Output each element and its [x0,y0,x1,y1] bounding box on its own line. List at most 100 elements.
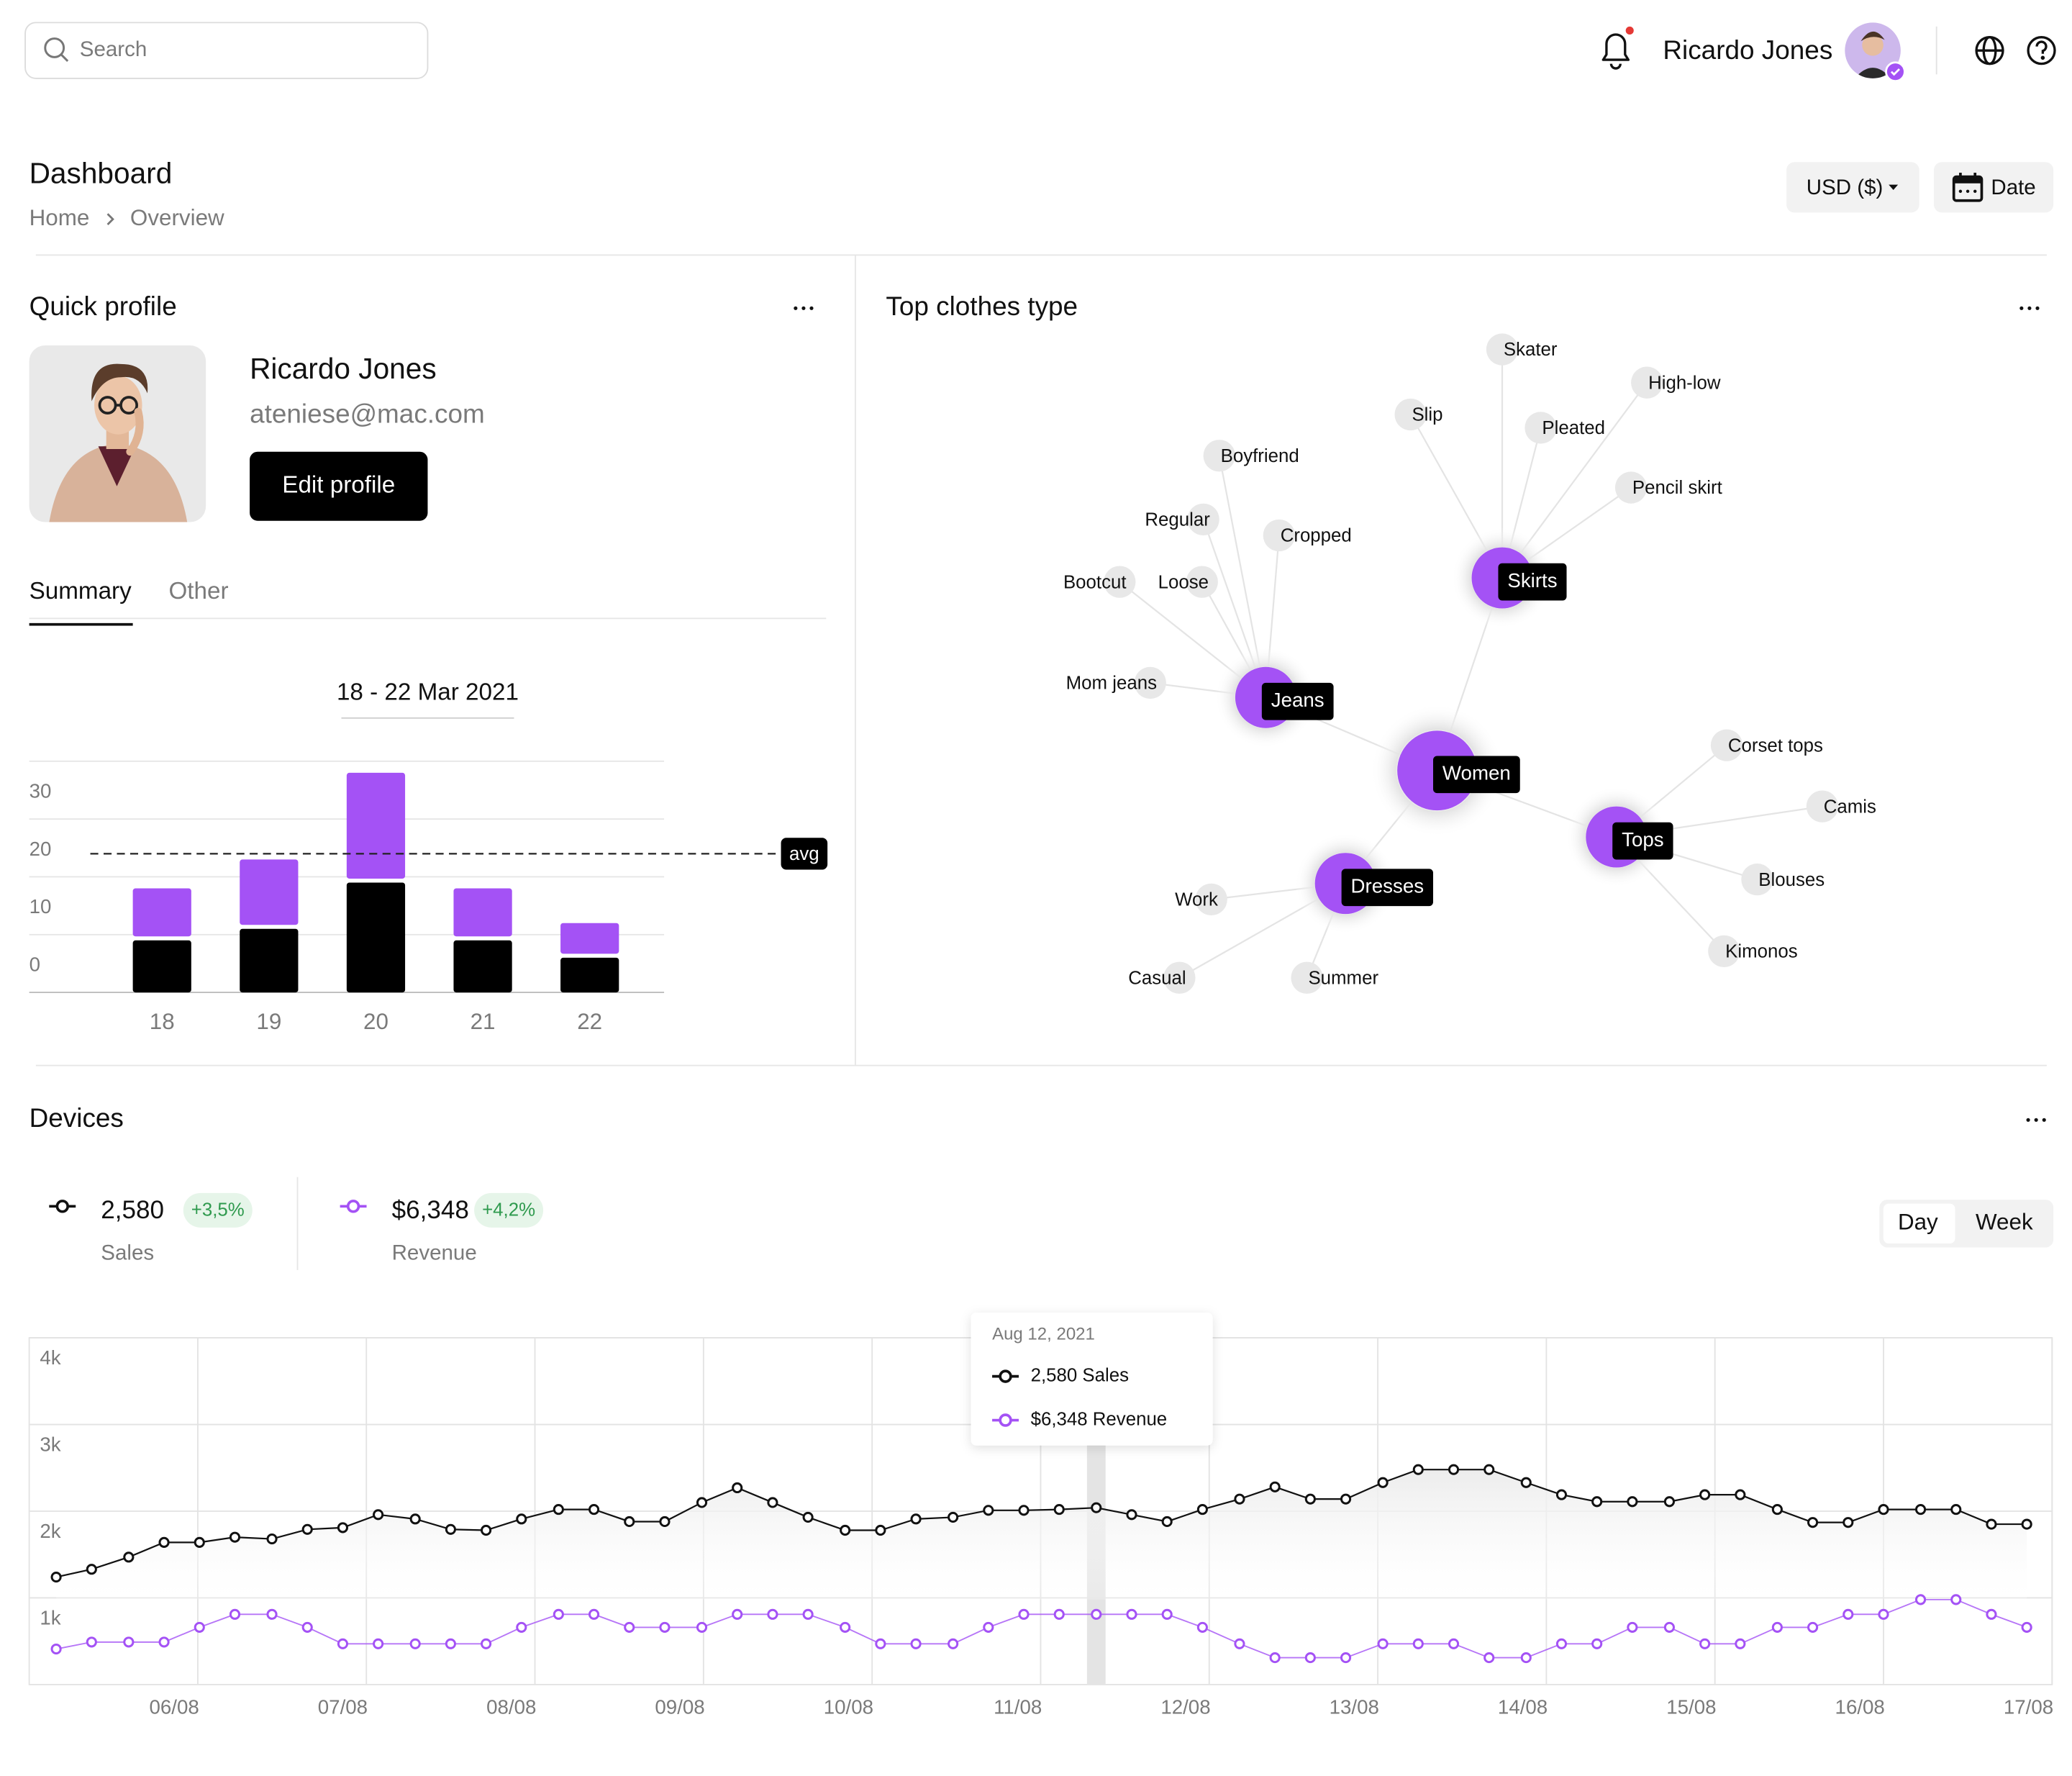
leaf-label: Cropped [1281,526,1352,546]
date-button[interactable]: Date [1934,162,2054,213]
data-point [1340,1652,1352,1664]
help-icon[interactable] [2027,36,2056,65]
data-point [409,1513,421,1525]
data-point [1304,1652,1316,1664]
leaf-node [1710,729,1743,761]
data-point [948,1638,959,1649]
breadcrumb-item: Overview [130,205,224,230]
leaf-node [1187,503,1219,536]
data-point [1520,1477,1532,1488]
notifications-icon[interactable] [1601,26,1634,70]
data-point [1807,1621,1819,1633]
leaf-label: Pencil skirt [1632,478,1722,498]
data-point [732,1482,743,1494]
leaf-node [1134,666,1166,699]
tab[interactable]: Summary [29,578,132,604]
series-area [56,1469,2027,1600]
node-label: Dresses [1351,875,1424,897]
data-point [1735,1638,1746,1649]
toggle-option[interactable]: Day [1898,1210,1938,1235]
data-point [1269,1481,1281,1492]
date-range[interactable]: 18 - 22 Mar 2021 [337,679,519,705]
data-point [588,1504,600,1516]
node-label-box [1498,563,1567,601]
leaf-label: Work [1175,890,1218,910]
breadcrumb-item[interactable]: Home [29,205,90,230]
toggle-option[interactable]: Week [1976,1210,2033,1235]
y-tick-label: 1k [40,1606,60,1628]
leaf-node [1195,883,1227,916]
metric-value: 2,580 [101,1196,164,1224]
edit-profile-button[interactable]: Edit profile [250,451,428,521]
data-point [767,1497,778,1508]
tab[interactable]: Other [168,578,228,604]
tooltip-date: Aug 12, 2021 [992,1325,1095,1344]
average-label: avg [789,844,819,864]
data-point [1627,1621,1638,1633]
data-point [910,1638,922,1649]
data-point [983,1621,994,1633]
leaf-node [1291,961,1323,994]
x-tick-label: 07/08 [318,1695,368,1718]
tab-indicator [29,622,133,626]
x-tick-label: 22 [577,1009,602,1034]
data-point [624,1516,635,1528]
x-tick-label: 15/08 [1666,1695,1716,1718]
more-menu[interactable] [2019,306,2040,310]
metric-value: $6,348 [392,1196,469,1224]
more-menu[interactable] [2026,1118,2046,1122]
leaf-node [1104,566,1136,598]
data-point [588,1608,600,1620]
metric-change: +4,2% [482,1200,535,1220]
leaf-label: Camis [1824,797,1876,817]
data-point [1591,1638,1603,1649]
data-point [1520,1652,1532,1664]
node-label: Tops [1622,828,1663,851]
data-point [1807,1517,1819,1528]
metric-change: +3,5% [191,1200,245,1220]
x-tick-label: 06/08 [149,1695,199,1718]
data-point [1986,1608,1997,1620]
user-avatar[interactable] [1845,22,1906,83]
x-tick-label: 09/08 [655,1695,704,1718]
data-point [1555,1489,1568,1500]
data-point [1663,1496,1675,1508]
legend-dot [999,1369,1012,1383]
currency-button[interactable]: USD ($) [1786,162,1919,213]
leaf-label: High-low [1648,373,1721,393]
data-point [1161,1516,1173,1528]
data-point [301,1621,313,1633]
tooltip: Aug 12, 2021 2,580 Sales $6,348 Revenue [971,1313,1213,1446]
data-point [481,1638,492,1649]
data-point [553,1608,564,1620]
bar-segment [346,772,406,879]
leaf-label: Pleated [1542,418,1605,438]
x-tick-label: 13/08 [1330,1695,1379,1718]
more-menu[interactable] [794,306,814,310]
data-point [1663,1621,1675,1633]
y-tick-label: 2k [40,1520,60,1542]
profile-photo [29,345,206,522]
breadcrumb-separator [106,213,114,225]
data-point [1053,1504,1065,1516]
leaf-node [1203,440,1235,472]
profile-email: ateniese@mac.com [250,399,485,429]
series-line [55,1598,2027,1659]
data-point [1842,1517,1854,1528]
x-tick-label: 20 [363,1009,388,1034]
data-point [158,1636,170,1648]
bar-segment [560,957,619,993]
data-point [1771,1621,1783,1633]
x-tick-label: 18 [150,1009,175,1034]
search-box[interactable]: Search [24,22,429,79]
data-point [1950,1504,1962,1516]
language-icon[interactable] [1975,36,2004,65]
x-tick-label: 12/08 [1160,1695,1210,1718]
data-point [1735,1489,1746,1500]
data-point [659,1621,671,1633]
tooltip-item: $6,348 Revenue [1031,1409,1168,1429]
bar-segment [453,940,512,993]
button-label: Edit profile [282,471,395,498]
data-point [1126,1509,1137,1521]
leaf-label: Regular [1145,510,1210,530]
